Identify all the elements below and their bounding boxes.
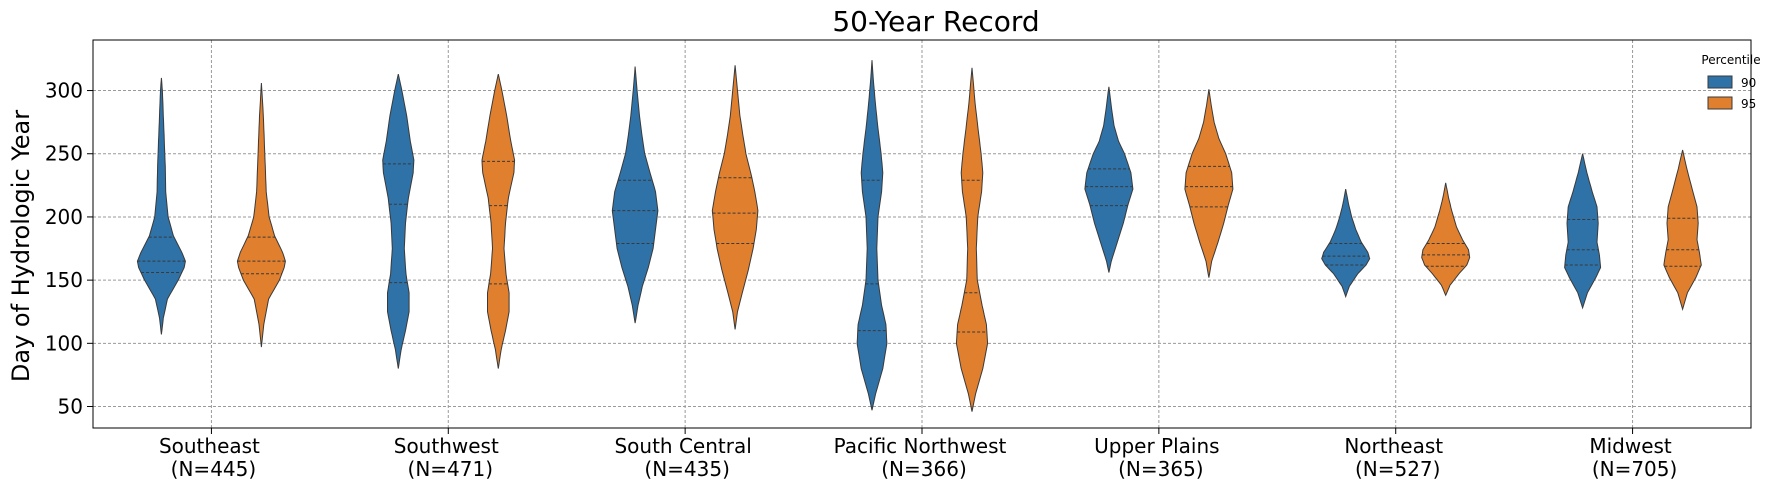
violin-body: [856, 60, 888, 411]
legend-swatch-95: [1707, 96, 1733, 110]
y-tick-label: 200: [45, 205, 83, 229]
violin: [711, 65, 759, 330]
violin: [1421, 182, 1471, 297]
x-tick-label: Southwest: [394, 434, 499, 458]
x-tick-label-count: (N=366): [881, 457, 967, 481]
violin: [955, 67, 989, 412]
y-tick-label: 100: [45, 331, 83, 355]
legend: Percentile 90 95: [1701, 53, 1760, 111]
x-tick-label: Midwest: [1589, 434, 1672, 458]
x-tick-label: South Central: [614, 434, 751, 458]
violin-body: [955, 67, 989, 412]
violin: [1184, 89, 1234, 278]
y-tick-label: 250: [45, 142, 83, 166]
x-tick-label-count: (N=365): [1118, 457, 1204, 481]
x-axis-ticks: Southeast(N=445) Southwest(N=471) South Ce…: [159, 428, 1677, 481]
violin: [1084, 86, 1134, 273]
violin: [1321, 189, 1371, 299]
y-axis-label: Day of Hydrologic Year: [7, 110, 35, 382]
violin: [481, 73, 516, 369]
violin: [136, 77, 186, 335]
violin: [1663, 149, 1702, 311]
violin-body: [1663, 149, 1702, 311]
grid-lines: [93, 40, 1751, 428]
violin-body: [1084, 86, 1134, 273]
violin-body: [1184, 89, 1234, 278]
chart-title: 50-Year Record: [832, 5, 1039, 38]
x-tick-label-count: (N=527): [1355, 457, 1441, 481]
y-tick-label: 150: [45, 268, 83, 292]
violin-body: [481, 73, 516, 369]
legend-label-90: 90: [1741, 76, 1756, 90]
plot-frame: [92, 39, 1752, 429]
x-tick-label: Pacific Northwest: [834, 434, 1007, 458]
x-tick-label: Northeast: [1344, 434, 1443, 458]
violin-body: [236, 82, 286, 348]
violin: [382, 73, 415, 369]
x-tick-label-count: (N=705): [1592, 457, 1678, 481]
violin: [1564, 153, 1602, 310]
violins: [136, 60, 1702, 412]
violin-body: [1564, 153, 1602, 310]
x-tick-label-count: (N=471): [408, 457, 494, 481]
violin-body: [1421, 182, 1471, 297]
legend-label-95: 95: [1741, 97, 1756, 111]
violin-body: [136, 77, 186, 335]
x-tick-label: Upper Plains: [1094, 434, 1219, 458]
y-tick-label: 50: [58, 395, 83, 419]
legend-title: Percentile: [1701, 53, 1760, 67]
violin: [856, 60, 888, 411]
violin: [611, 66, 659, 324]
violin-body: [1321, 189, 1371, 299]
legend-swatch-90: [1707, 75, 1733, 89]
violin-body: [611, 66, 659, 324]
x-tick-label-count: (N=445): [171, 457, 257, 481]
violin-body: [382, 73, 415, 369]
x-tick-label: Southeast: [159, 434, 260, 458]
violin: [236, 82, 286, 348]
y-tick-label: 300: [45, 79, 83, 103]
x-tick-label-count: (N=435): [644, 457, 730, 481]
y-axis-ticks: 50 100 150 200 250 300: [45, 79, 93, 419]
violin-body: [711, 65, 759, 330]
